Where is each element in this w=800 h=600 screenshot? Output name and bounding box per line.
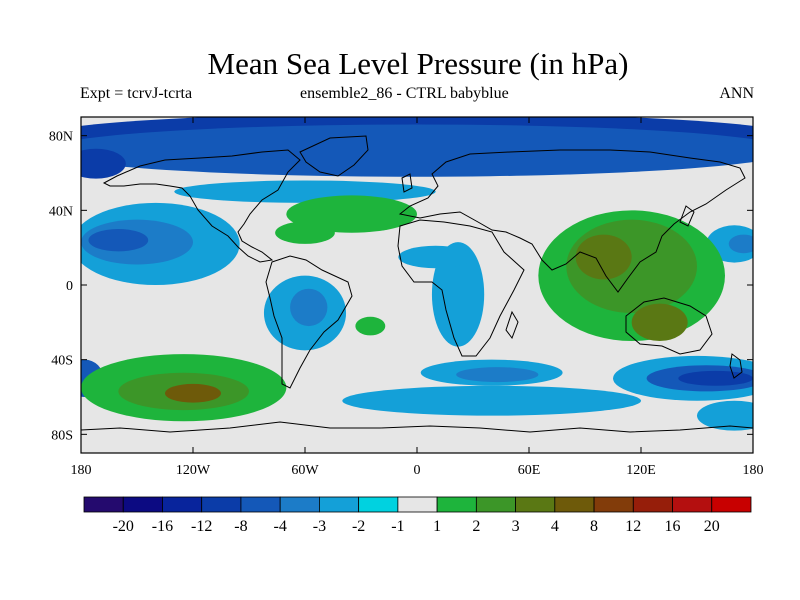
- contour-north-pacific-low: [81, 148, 126, 179]
- colorbar-box: [201, 496, 242, 513]
- colorbar-label: 1: [433, 518, 441, 535]
- madagascar-coast: [505, 310, 519, 340]
- colorbar-box: [358, 496, 399, 513]
- colorbar-box: [475, 496, 516, 513]
- colorbar-labels: -20 -16 -12 -8 -4 -3 -2 -1 1 2 3 4 8 12 16 20: [113, 518, 720, 535]
- colorbar-label: -4: [274, 518, 287, 535]
- colorbar-label: 4: [551, 518, 559, 535]
- colorbar-box: [83, 496, 124, 513]
- lon-tick-label: 180: [71, 463, 92, 478]
- colorbar-box: [162, 496, 203, 513]
- japan-coast: [679, 205, 695, 227]
- colorbar-label: -8: [234, 518, 247, 535]
- contour-arctic-band: [81, 124, 753, 177]
- colorbar-box: [240, 496, 281, 513]
- colorbar-box: [672, 496, 713, 513]
- lat-tick-label: 40N: [49, 204, 73, 219]
- lon-tick-label: 120E: [626, 463, 656, 478]
- contour-sahara-low: [398, 245, 473, 269]
- uk-coast: [401, 173, 413, 193]
- colorbar-box: [122, 496, 163, 513]
- lon-tick-label: 180: [743, 463, 764, 478]
- experiment-label: Expt = tcrvJ-tcrta: [80, 85, 193, 102]
- colorbar-label: -12: [191, 518, 212, 535]
- contour-s-atlantic-core: [456, 367, 539, 383]
- colorbar-boxes: [83, 496, 752, 513]
- greenland-coast: [299, 135, 369, 177]
- contour-sth-pacific-core: [165, 383, 221, 403]
- south-america-coast: [265, 255, 353, 389]
- new-zealand-coast: [729, 353, 743, 379]
- lat-tick-label: 80N: [49, 130, 73, 145]
- lon-tick-label: 0: [414, 463, 421, 478]
- contour-east-pacific-core: [728, 234, 753, 254]
- colorbar-box: [554, 496, 595, 513]
- colorbar-label: -1: [391, 518, 404, 535]
- antarctica-coast: [81, 421, 753, 433]
- ensemble-label: ensemble2_86 - CTRL babyblue: [300, 85, 509, 102]
- colorbar-label: 20: [704, 518, 720, 535]
- contour-australia-high: [631, 303, 688, 342]
- contour-africa-low: [431, 242, 485, 347]
- contour-w-africa-high: [355, 316, 386, 336]
- colorbar-box: [319, 496, 360, 513]
- colorbar-label: -2: [352, 518, 365, 535]
- coastlines: [81, 135, 753, 433]
- north-america-coast: [102, 149, 301, 263]
- eurasia-coast: [398, 149, 746, 293]
- lon-tick-label: 120W: [176, 463, 211, 478]
- australia-coast: [625, 297, 713, 355]
- colorbar-label: 8: [590, 518, 598, 535]
- contour-fills: [81, 117, 753, 431]
- lat-tick-label: 0: [66, 279, 73, 294]
- colorbar-label: 2: [472, 518, 480, 535]
- colorbar-label: 3: [512, 518, 520, 535]
- colorbar-label: -3: [313, 518, 326, 535]
- contour-pacific-blue-inner: [88, 229, 149, 252]
- contour-far-se-low: [697, 400, 753, 431]
- contour-s-indian-inner: [678, 370, 753, 386]
- colorbar-box: [632, 496, 673, 513]
- contour-atlantic-high-west: [275, 221, 335, 244]
- longitude-ticks: 180 120W 60W 0 60E 120E 180: [71, 117, 764, 478]
- colorbar-label: 12: [625, 518, 641, 535]
- colorbar-box: [436, 496, 477, 513]
- colorbar-box: [397, 496, 438, 513]
- plot-title: Mean Sea Level Pressure (in hPa): [207, 46, 629, 81]
- colorbar-box: [279, 496, 320, 513]
- colorbar-label: -16: [152, 518, 173, 535]
- africa-coast: [397, 219, 525, 357]
- season-label: ANN: [719, 85, 754, 102]
- colorbar-box: [711, 496, 752, 513]
- lon-tick-label: 60E: [518, 463, 541, 478]
- colorbar-label: 16: [665, 518, 681, 535]
- contour-south-america-core: [290, 288, 328, 327]
- lat-tick-label: 40S: [51, 354, 73, 369]
- colorbar-label: -20: [113, 518, 134, 535]
- lon-tick-label: 60W: [291, 463, 319, 478]
- contour-asia-high-core: [575, 234, 632, 280]
- lat-tick-label: 80S: [51, 428, 73, 443]
- latitude-ticks: 80N 40N 0 40S 80S: [49, 130, 753, 443]
- colorbar-box: [593, 496, 634, 513]
- contour-southern-ocean-band: [342, 385, 641, 416]
- colorbar-box: [515, 496, 556, 513]
